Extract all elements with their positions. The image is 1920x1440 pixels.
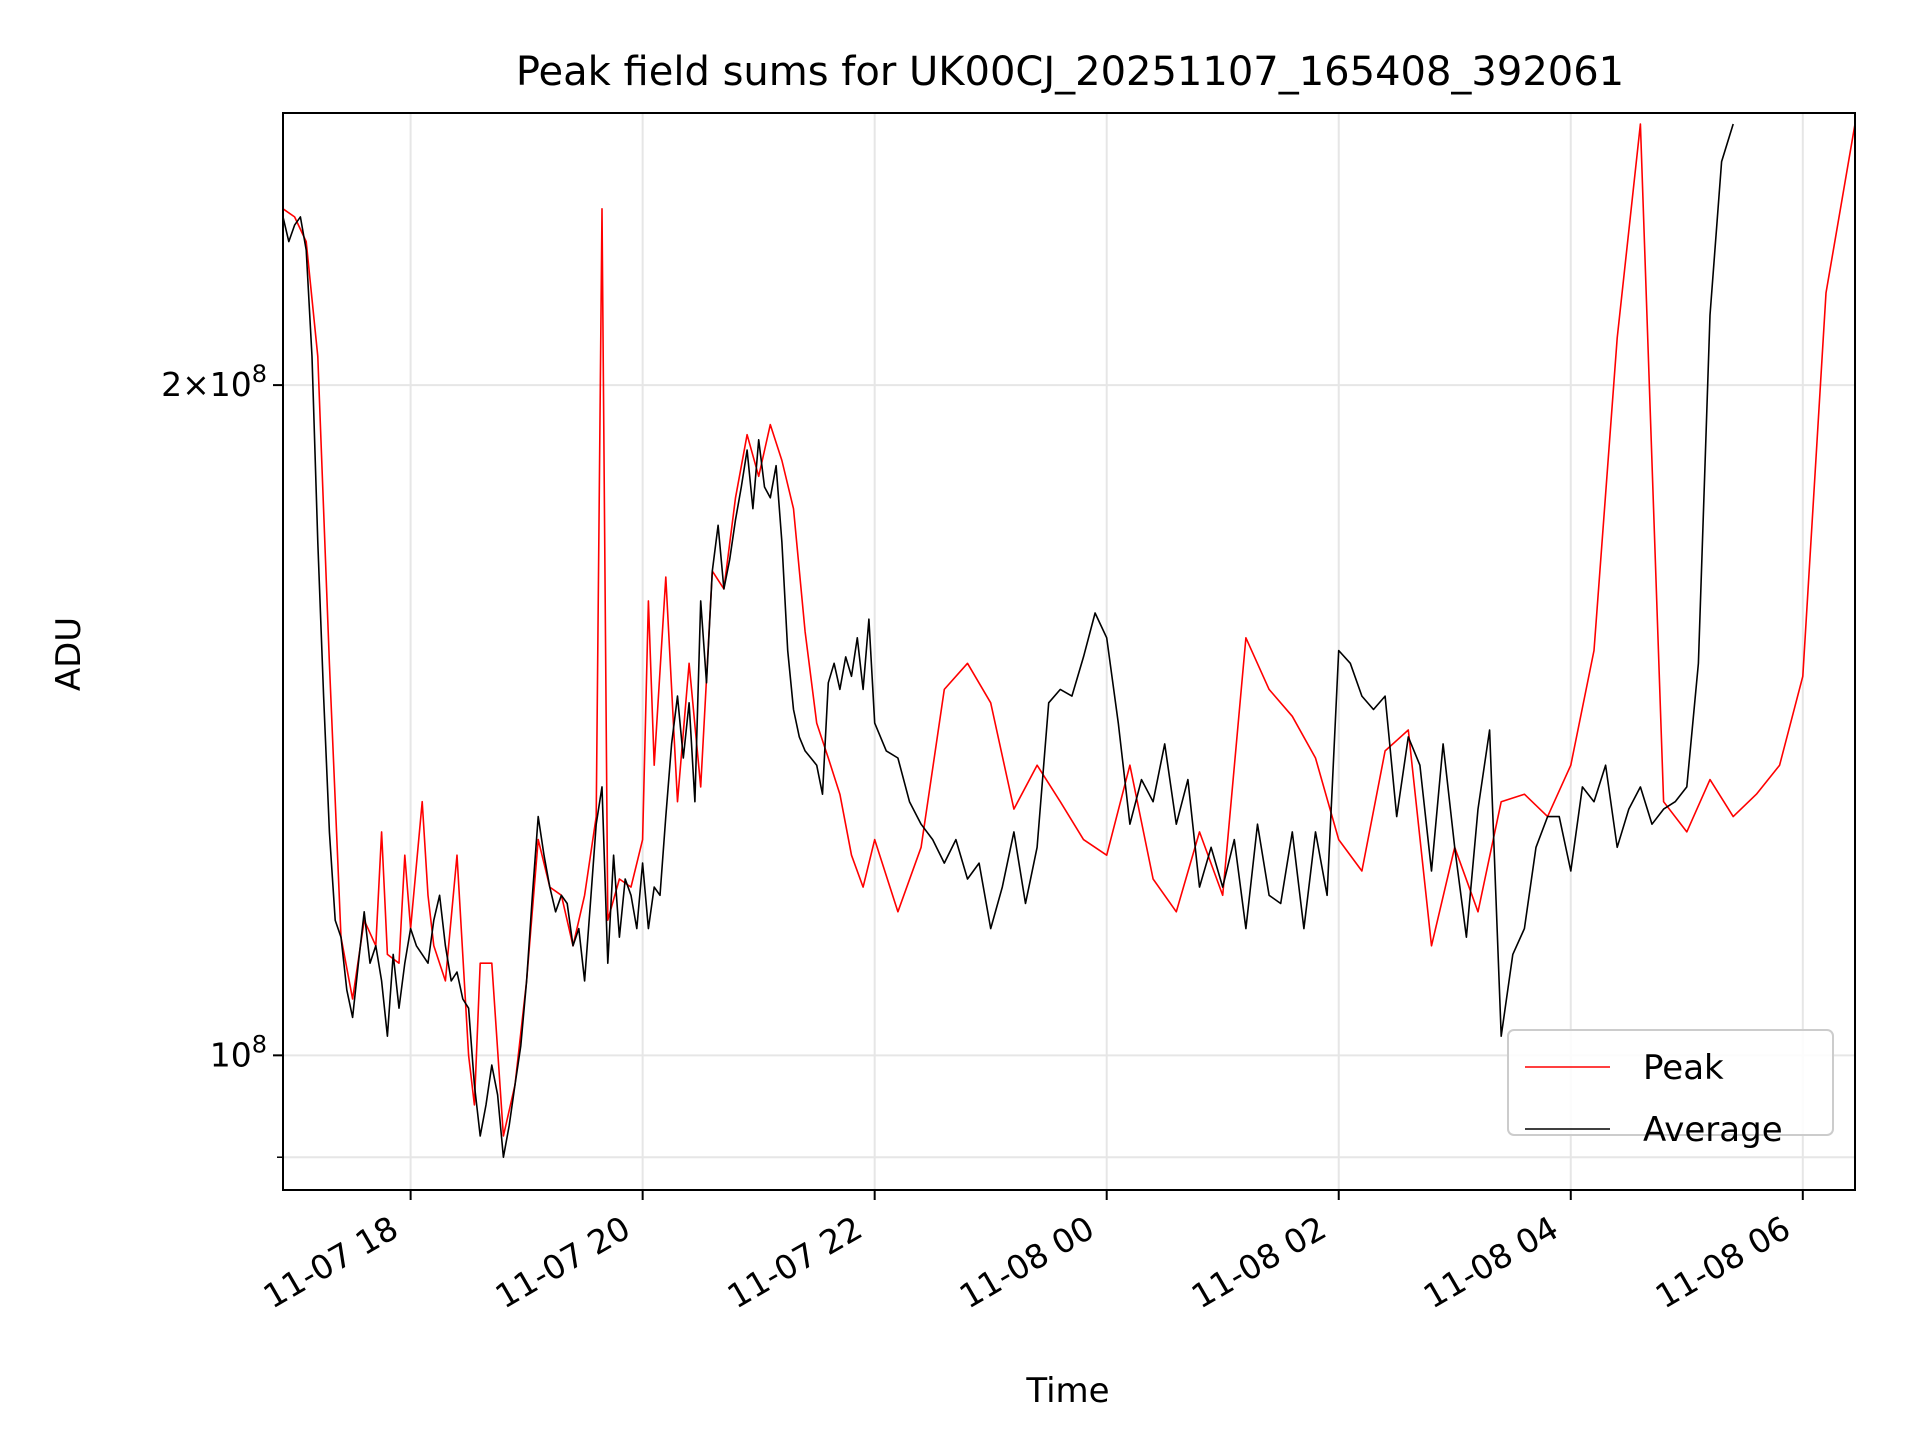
legend: Peak Average xyxy=(1507,1029,1834,1150)
legend-label-peak: Peak xyxy=(1643,1048,1724,1088)
legend-box xyxy=(1507,1029,1834,1136)
plot-frame xyxy=(282,112,1856,1191)
y-axis-label: ADU xyxy=(49,617,89,691)
chart-title: Peak field sums for UK00CJ_20251107_1654… xyxy=(516,49,1624,95)
series-line-average xyxy=(282,123,1734,1158)
y-axis-ticks: 108 2×108 xyxy=(161,360,283,1158)
series-layer xyxy=(282,123,1856,1158)
x-axis-label: Time xyxy=(1025,1371,1109,1411)
legend-label-average: Average xyxy=(1643,1110,1783,1150)
y-tick-label: 2×108 xyxy=(161,360,267,404)
y-tick-label: 108 xyxy=(210,1030,267,1074)
series-line-peak xyxy=(282,123,1856,1137)
